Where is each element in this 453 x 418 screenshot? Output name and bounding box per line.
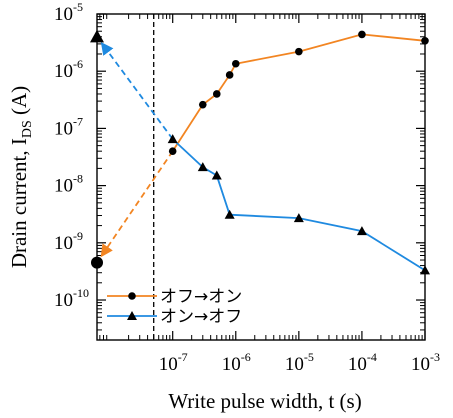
legend-swatch-marker xyxy=(128,292,136,300)
data-point-circle xyxy=(231,59,240,68)
legend-label: オン→オフ xyxy=(160,307,242,327)
markers-layer xyxy=(90,29,430,275)
transition-arrow xyxy=(100,41,174,140)
y-tick-label: 10-6 xyxy=(54,57,83,82)
y-tick-label: 10-7 xyxy=(54,114,83,139)
y-tick-label: 10-5 xyxy=(54,0,83,25)
data-point-triangle xyxy=(197,162,208,172)
data-point-triangle xyxy=(293,213,304,223)
initial-state-marker xyxy=(90,29,104,43)
axis-labels-layer: Write pulse width, t (s) Drain current, I… xyxy=(7,86,362,413)
series-layer xyxy=(100,33,426,272)
ticks-layer: 10-7 10-6 10-5 10-4 10-3 10-10 10-9 10-8 10-7 10-… xyxy=(54,0,440,375)
data-point-triangle xyxy=(211,170,222,180)
series-line xyxy=(172,138,426,272)
data-point-circle xyxy=(225,71,234,79)
y-tick-label: 10-9 xyxy=(54,229,83,254)
y-tick-label: 10-10 xyxy=(54,286,89,311)
plot-frame xyxy=(96,13,426,341)
x-tick-label: 10-3 xyxy=(411,350,440,375)
x-axis-label: Write pulse width, t (s) xyxy=(168,389,361,413)
legend-label: オフ→オン xyxy=(160,287,242,307)
data-point-circle xyxy=(421,37,429,45)
data-point-triangle xyxy=(420,265,430,275)
data-point-circle xyxy=(295,47,303,56)
transition-arrow xyxy=(100,150,174,258)
x-tick-label: 10-7 xyxy=(159,350,188,375)
legend-swatch-marker xyxy=(127,311,137,320)
x-tick-label: 10-5 xyxy=(285,350,314,375)
plot-frame-layer xyxy=(96,13,426,341)
y-tick-label: 10-8 xyxy=(54,172,83,197)
initial-state-marker xyxy=(91,256,103,269)
data-point-triangle xyxy=(167,134,178,144)
data-point-circle xyxy=(168,147,177,155)
data-point-triangle xyxy=(224,209,235,219)
x-tick-label: 10-6 xyxy=(222,350,251,375)
data-point-circle xyxy=(358,30,366,39)
data-point-circle xyxy=(212,90,221,98)
y-axis-label: Drain current, IDS (A) xyxy=(7,86,35,268)
x-tick-label: 10-4 xyxy=(348,350,377,375)
data-point-triangle xyxy=(356,226,367,236)
data-point-circle xyxy=(198,100,207,109)
